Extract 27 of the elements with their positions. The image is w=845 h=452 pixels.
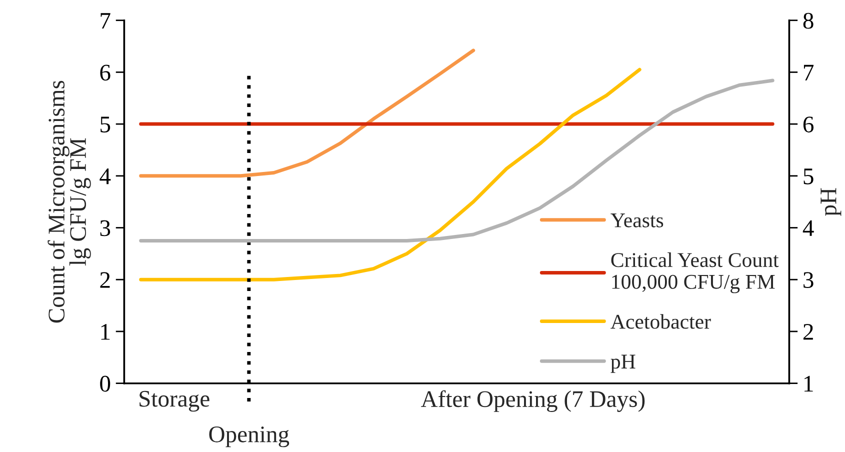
- y2-tick-label: 6: [803, 116, 814, 132]
- legend-label: Critical Yeast Count 100,000 CFU/g FM: [611, 252, 779, 294]
- text: Opening: [209, 426, 290, 448]
- y-tick-label: 5: [100, 116, 110, 132]
- y2-axis-title: pH: [820, 188, 842, 216]
- line-series: [139, 48, 476, 178]
- legend-label: Yeasts: [610, 214, 664, 228]
- text: Storage: [140, 390, 210, 412]
- y-tick-label: 3: [100, 220, 110, 236]
- y2-tick-label: 5: [804, 168, 814, 184]
- y-tick-label: 2: [100, 272, 110, 288]
- y-axis-title: Count of Microorganisms lg CFU/g FM: [48, 80, 91, 323]
- text: After Opening (7 Days): [420, 390, 645, 412]
- legend-label: pH: [610, 354, 636, 373]
- y-tick-label: 6: [100, 64, 110, 81]
- y2-tick-label: 3: [804, 272, 814, 288]
- y-tick-label: 0: [100, 376, 110, 392]
- line-series: [139, 78, 774, 242]
- y-tick-label: 4: [100, 168, 111, 184]
- y2-tick-label: 4: [802, 220, 814, 236]
- y2-tick-label: 1: [804, 376, 813, 392]
- y-tick-label: 1: [101, 324, 110, 340]
- y2-tick-label: 8: [803, 12, 814, 29]
- y-tick-label: 7: [100, 13, 110, 29]
- y2-tick-label: 2: [803, 324, 813, 340]
- legend-label: Acetobacter: [610, 314, 711, 329]
- y2-tick-label: 7: [804, 64, 814, 80]
